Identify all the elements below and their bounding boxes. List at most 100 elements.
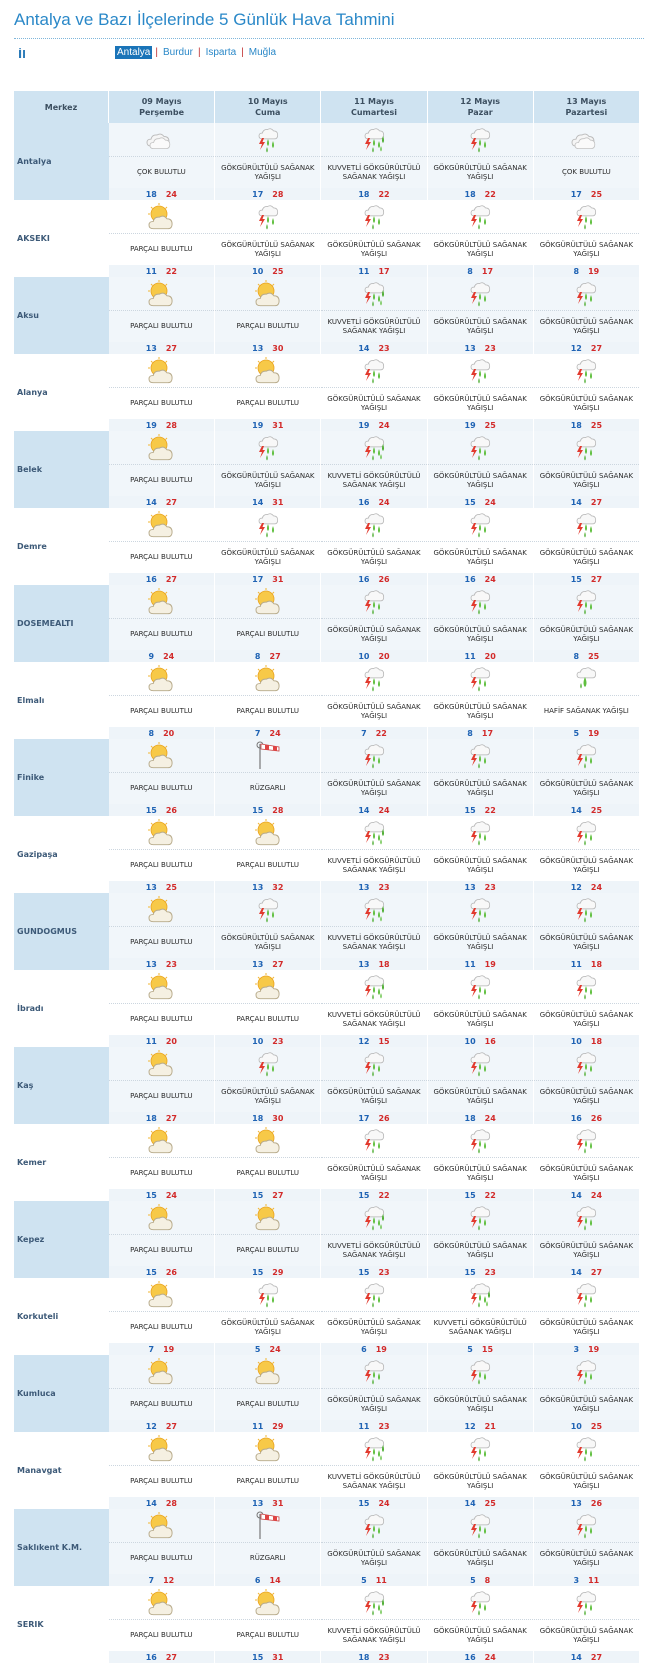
forecast-description: PARÇALI BULUTLU xyxy=(108,695,216,727)
thunder-shower-icon xyxy=(470,1359,491,1384)
forecast-temperature: 17 31 xyxy=(214,573,322,585)
light-shower-icon xyxy=(576,666,597,688)
thunder-shower-icon xyxy=(576,1205,597,1230)
forecast-icon-cell xyxy=(427,893,534,927)
province-label: İl xyxy=(18,48,26,61)
city-name: Demre xyxy=(14,508,109,585)
forecast-description: HAFİF SAĞANAK YAĞIŞLI xyxy=(533,695,641,727)
forecast-icon-cell xyxy=(214,200,322,234)
forecast-temperature: 16 27 xyxy=(108,573,216,585)
province-tab-3[interactable]: Muğla xyxy=(248,47,277,58)
forecast-icon-cell xyxy=(108,354,216,388)
max-temperature: 31 xyxy=(272,497,284,507)
table-row: PARÇALI BULUTLU GÖKGÜRÜLTÜLÜ SAĞANAK YAĞI… xyxy=(14,233,641,265)
forecast-temperature: 14 31 xyxy=(214,496,322,508)
forecast-temperature: 17 25 xyxy=(533,188,641,200)
city-name: Saklıkent K.M. xyxy=(14,1509,109,1586)
city-name: AKSEKI xyxy=(14,200,109,277)
min-temperature: 14 xyxy=(464,1498,476,1508)
forecast-icon-cell xyxy=(214,1201,322,1235)
max-temperature: 23 xyxy=(484,343,496,353)
min-temperature: 14 xyxy=(145,1498,157,1508)
max-temperature: 25 xyxy=(165,882,177,892)
max-temperature: 14 xyxy=(269,1575,281,1585)
forecast-description: GÖKGÜRÜLTÜLÜ SAĞANAK YAĞIŞLI xyxy=(427,849,534,881)
forecast-temperature: 16 26 xyxy=(320,573,428,585)
min-temperature: 10 xyxy=(252,266,264,276)
heavy-thunder-shower-icon xyxy=(470,1282,491,1307)
forecast-icon-cell xyxy=(427,585,534,619)
partly-cloudy-icon xyxy=(148,1049,173,1076)
forecast-description: GÖKGÜRÜLTÜLÜ SAĞANAK YAĞIŞLI xyxy=(427,618,534,650)
forecast-icon-cell xyxy=(108,1047,216,1081)
forecast-temperature: 3 19 xyxy=(533,1343,641,1355)
forecast-description: GÖKGÜRÜLTÜLÜ SAĞANAK YAĞIŞLI xyxy=(533,1157,641,1189)
province-tab-2[interactable]: Isparta xyxy=(205,47,237,58)
min-temperature: 11 xyxy=(252,1421,264,1431)
forecast-temperature: 10 25 xyxy=(533,1420,641,1432)
forecast-icon-cell xyxy=(108,1586,216,1620)
partly-cloudy-icon xyxy=(254,356,280,383)
forecast-description: GÖKGÜRÜLTÜLÜ SAĞANAK YAĞIŞLI xyxy=(427,464,534,496)
forecast-icon-cell xyxy=(427,1509,534,1543)
forecast-temperature: 11 19 xyxy=(427,958,534,970)
forecast-description: PARÇALI BULUTLU xyxy=(214,1003,322,1035)
table-row: PARÇALI BULUTLU GÖKGÜRÜLTÜLÜ SAĞANAK YAĞI… xyxy=(14,464,641,496)
thunder-shower-icon xyxy=(576,1590,597,1615)
forecast-description: KUVVETLİ GÖKGÜRÜLTÜLÜ SAĞANAK YAĞIŞLI xyxy=(320,1003,428,1035)
forecast-description: PARÇALI BULUTLU xyxy=(108,233,216,265)
forecast-description: PARÇALI BULUTLU xyxy=(108,926,216,958)
forecast-description: GÖKGÜRÜLTÜLÜ SAĞANAK YAĞIŞLI xyxy=(427,310,534,342)
forecast-description: GÖKGÜRÜLTÜLÜ SAĞANAK YAĞIŞLI xyxy=(533,926,641,958)
forecast-description: PARÇALI BULUTLU xyxy=(108,618,216,650)
max-temperature: 27 xyxy=(590,1652,603,1662)
forecast-icon-cell xyxy=(533,970,641,1004)
day-weekday: Perşembe xyxy=(139,108,185,117)
forecast-description: KUVVETLİ GÖKGÜRÜLTÜLÜ SAĞANAK YAĞIŞLI xyxy=(320,849,428,881)
min-temperature: 10 xyxy=(358,651,370,661)
forecast-icon-cell xyxy=(533,123,641,157)
thunder-shower-icon xyxy=(364,1513,385,1538)
max-temperature: 20 xyxy=(484,651,496,661)
forecast-description: GÖKGÜRÜLTÜLÜ SAĞANAK YAĞIŞLI xyxy=(427,387,534,419)
min-temperature: 11 xyxy=(464,959,476,969)
max-temperature: 23 xyxy=(378,1652,390,1662)
forecast-icon-cell xyxy=(108,816,216,850)
thunder-shower-icon xyxy=(470,1128,491,1153)
forecast-description: PARÇALI BULUTLU xyxy=(214,1157,322,1189)
thunder-shower-icon xyxy=(470,127,491,152)
min-temperature: 17 xyxy=(570,189,582,199)
min-temperature: 15 xyxy=(252,805,264,815)
max-temperature: 24 xyxy=(378,805,390,815)
partly-cloudy-icon xyxy=(148,1434,173,1461)
thunder-shower-icon xyxy=(576,897,597,922)
forecast-description: GÖKGÜRÜLTÜLÜ SAĞANAK YAĞIŞLI xyxy=(427,926,534,958)
forecast-icon-cell xyxy=(108,1509,216,1543)
max-temperature: 23 xyxy=(484,1267,496,1277)
forecast-icon-cell xyxy=(533,1509,641,1543)
max-temperature: 19 xyxy=(484,959,496,969)
min-temperature: 18 xyxy=(570,420,582,430)
forecast-description: KUVVETLİ GÖKGÜRÜLTÜLÜ SAĞANAK YAĞIŞLI xyxy=(320,1619,428,1651)
forecast-temperature: 13 23 xyxy=(108,958,216,970)
min-temperature: 18 xyxy=(464,1113,476,1123)
forecast-description: PARÇALI BULUTLU xyxy=(108,1157,216,1189)
city-name: Elmalı xyxy=(14,662,109,739)
thunder-shower-icon xyxy=(576,1282,597,1307)
min-temperature: 10 xyxy=(570,1421,582,1431)
forecast-description: KUVVETLİ GÖKGÜRÜLTÜLÜ SAĞANAK YAĞIŞLI xyxy=(320,1465,428,1497)
heavy-thunder-shower-icon xyxy=(364,897,385,922)
province-tab-0[interactable]: Antalya xyxy=(115,46,153,59)
forecast-temperature: 5 11 xyxy=(320,1574,428,1586)
province-tab-1[interactable]: Burdur xyxy=(162,47,193,58)
forecast-description: GÖKGÜRÜLTÜLÜ SAĞANAK YAĞIŞLI xyxy=(214,1311,322,1343)
forecast-temperature: 16 24 xyxy=(427,1651,534,1663)
forecast-temperature: 15 26 xyxy=(108,1266,216,1278)
forecast-temperature: 8 17 xyxy=(427,265,534,277)
min-temperature: 19 xyxy=(358,420,370,430)
city-name: Korkuteli xyxy=(14,1278,109,1355)
forecast-description: PARÇALI BULUTLU xyxy=(108,1080,216,1112)
forecast-icon-cell xyxy=(108,1432,216,1466)
max-temperature: 31 xyxy=(272,1498,284,1508)
table-row: PARÇALI BULUTLU PARÇALI BULUTLU KUVVETLİ G… xyxy=(14,849,641,881)
